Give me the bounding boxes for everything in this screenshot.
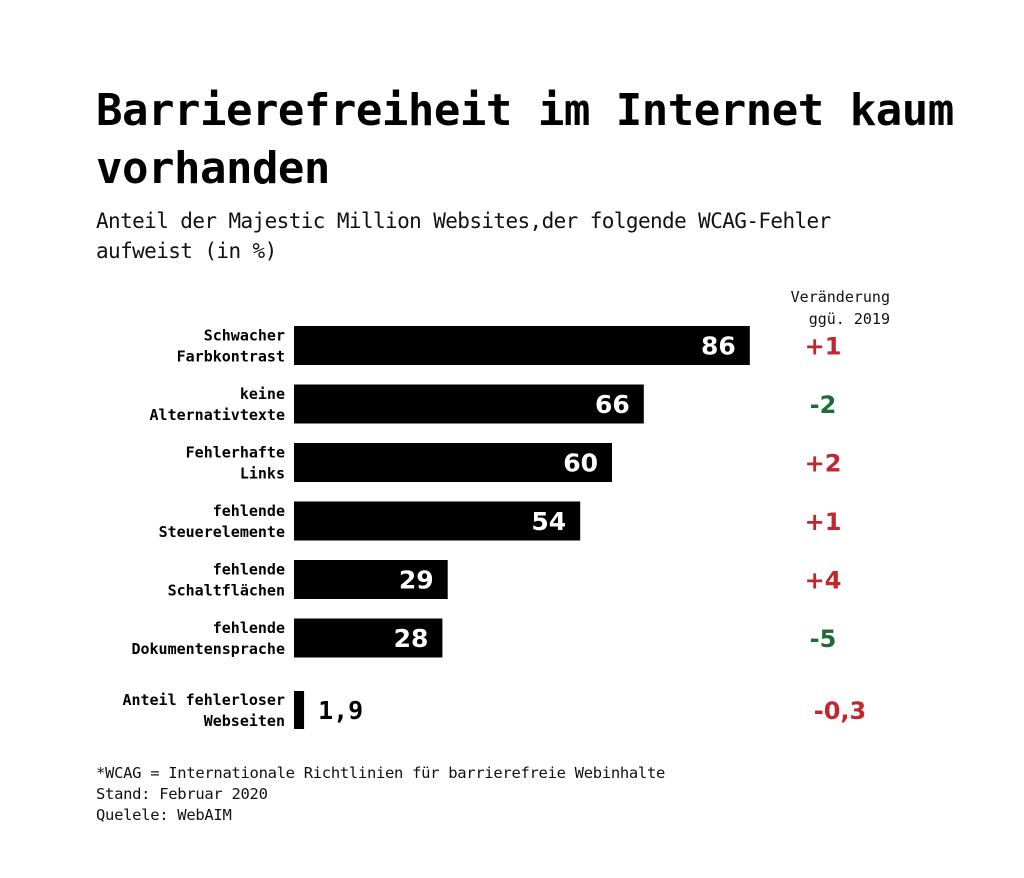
value-label-5: 29	[399, 566, 434, 595]
bar-4	[294, 501, 581, 541]
change-column-header: Veränderung ggü. 2019	[760, 286, 890, 330]
change-header-line-2: ggü. 2019	[808, 310, 890, 328]
change-label-1: +1	[805, 333, 842, 361]
category-label-1: Schwacher Farbkontrast	[177, 327, 285, 366]
footnote-date: Stand: Februar 2020	[96, 785, 268, 803]
bar-6	[294, 618, 443, 658]
value-label-2: 66	[595, 390, 630, 419]
change-label-3: +2	[805, 450, 842, 478]
category-label-3: Fehlerhafte Links	[186, 444, 285, 483]
bar-1	[294, 326, 750, 365]
change-label-5: +4	[805, 567, 842, 595]
bar-2	[294, 384, 644, 424]
change-label-error-free: -0,3	[814, 697, 866, 725]
footnote-source: Quelele: WebAIM	[96, 806, 232, 824]
category-label-4: fehlende Steuerelemente	[159, 502, 285, 541]
bar-5	[294, 560, 448, 599]
chart-title: Barrierefreiheit im Internet kaum vorhan…	[96, 85, 954, 194]
value-label-1: 86	[701, 332, 736, 361]
value-label-3: 60	[563, 449, 598, 478]
category-label-2: keine Alternativtexte	[150, 385, 285, 424]
value-label-error-free: 1,9	[318, 696, 363, 725]
footnote-wcag: *WCAG = Internationale Richtlinien für b…	[96, 764, 666, 782]
bar-error-free	[294, 691, 305, 729]
category-label-5: fehlende Schaltflächen	[168, 561, 285, 600]
change-label-6: -5	[810, 625, 837, 653]
category-label-6: fehlende Dokumentensprache	[131, 619, 285, 658]
change-label-2: -2	[810, 391, 837, 419]
chart-subtitle: Anteil der Majestic Million Websites,der…	[96, 209, 831, 263]
bar-3	[294, 443, 612, 482]
footer-notes: *WCAG = Internationale Richtlinien für b…	[96, 763, 665, 826]
change-label-4: +1	[805, 508, 842, 536]
change-header-line-1: Veränderung	[790, 288, 890, 306]
value-label-6: 28	[394, 624, 429, 653]
value-label-4: 54	[531, 507, 566, 536]
category-label-error-free: Anteil fehlerloser Webseiten	[122, 691, 285, 730]
